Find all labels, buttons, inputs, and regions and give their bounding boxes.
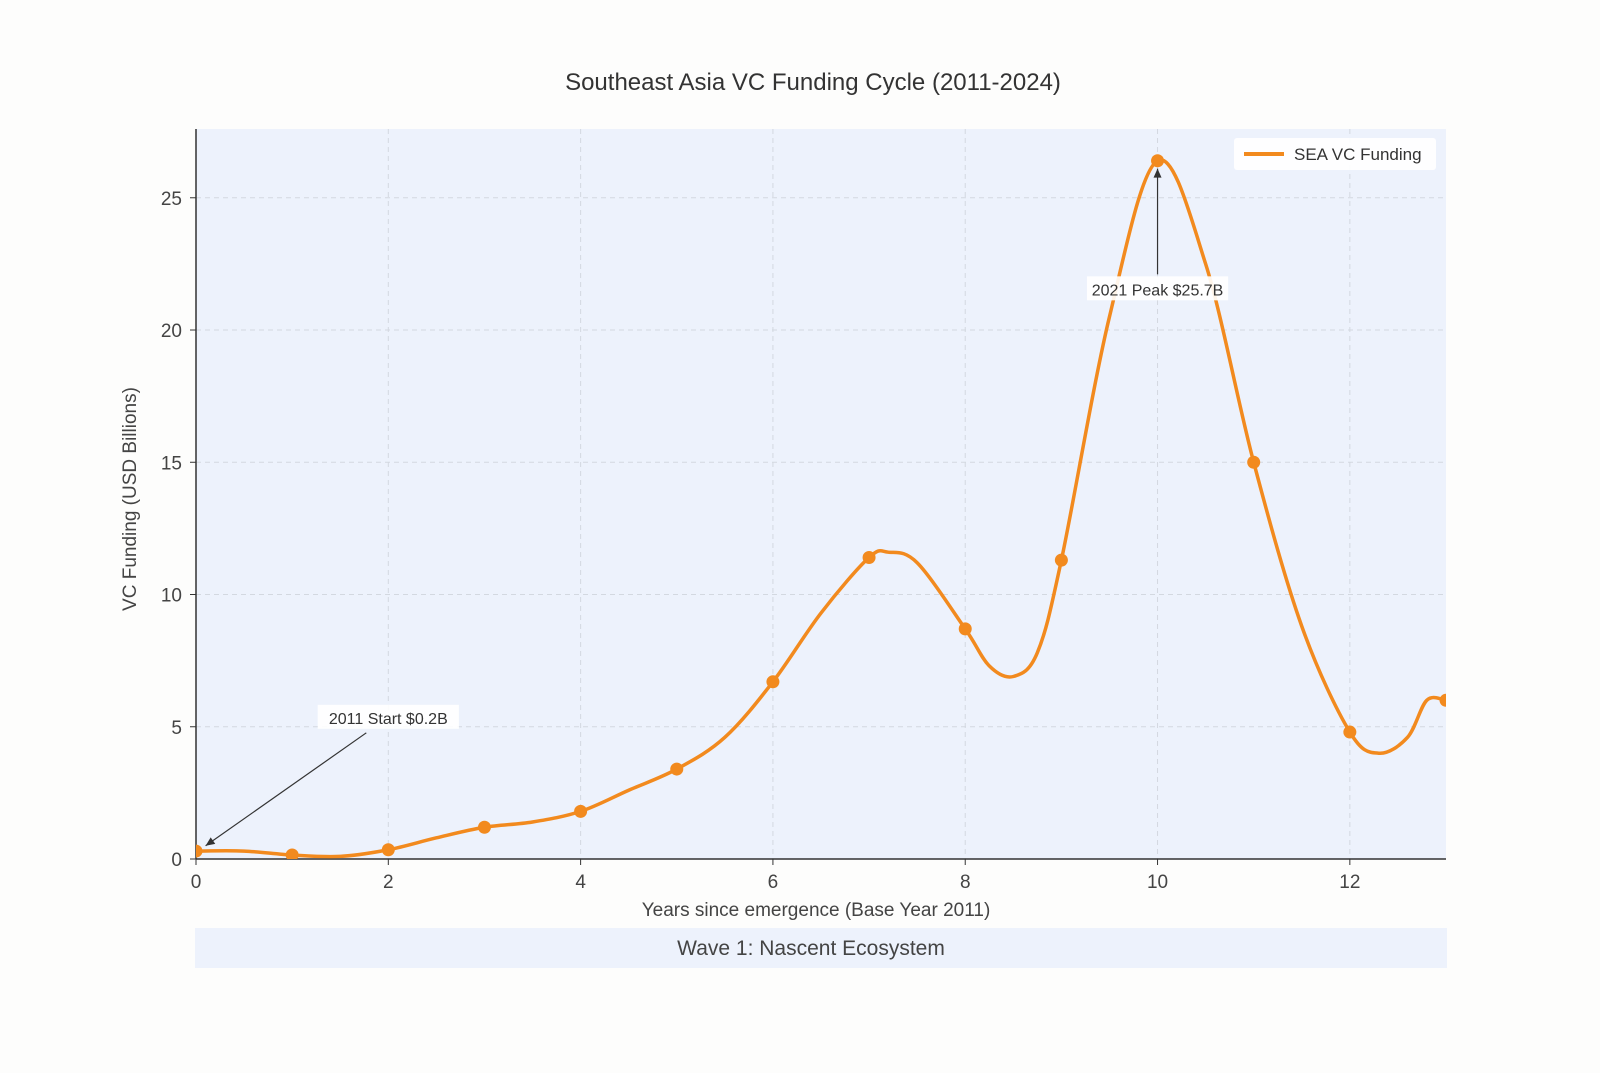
y-tick-label: 0 — [171, 850, 182, 871]
chart-title: Southeast Asia VC Funding Cycle (2011-20… — [565, 69, 1061, 96]
y-tick-label: 10 — [161, 586, 182, 607]
data-point — [1054, 553, 1068, 567]
footer-band — [195, 928, 1447, 968]
data-point — [958, 622, 972, 636]
legend-label: SEA VC Funding — [1294, 145, 1422, 164]
data-point — [196, 844, 203, 858]
annotation-arrowhead — [205, 837, 216, 846]
series-layer — [196, 154, 1446, 859]
annotation-arrow — [205, 732, 367, 847]
annotation: 2011 Start $0.2B — [205, 704, 459, 847]
data-point — [1247, 455, 1261, 469]
legend: SEA VC Funding — [1234, 138, 1436, 170]
data-point — [1343, 725, 1357, 739]
annotation-box — [1086, 276, 1229, 301]
data-point — [285, 848, 299, 859]
axes — [195, 129, 1446, 860]
x-tick-label: 2 — [383, 872, 394, 893]
data-point — [1151, 154, 1165, 168]
legend-box — [1234, 138, 1436, 170]
data-point — [862, 550, 876, 564]
x-tick-label: 12 — [1339, 872, 1360, 893]
annotation-arrowhead — [1153, 168, 1162, 178]
y-tick-label: 25 — [161, 189, 182, 210]
footer-band-label: Wave 1: Nascent Ecosystem — [677, 937, 945, 960]
data-point — [670, 762, 684, 776]
annotation-box — [317, 704, 459, 729]
x-tick-label: 6 — [768, 872, 779, 893]
plot-area — [196, 129, 1446, 859]
y-tick-label: 5 — [171, 718, 182, 739]
y-axis-title: VC Funding (USD Billions) — [120, 387, 141, 611]
annotation-label: 2011 Start $0.2B — [329, 711, 448, 728]
x-tick-label: 10 — [1147, 872, 1168, 893]
annotations: 2011 Start $0.2B 2021 Peak $25.7B — [205, 168, 1229, 847]
y-tick-label: 15 — [161, 453, 182, 474]
x-tick-label: 4 — [575, 872, 586, 893]
x-tick-label: 0 — [191, 872, 202, 893]
tick-labels: 0 2 4 6 8 10 12 0 5 10 15 20 25 — [161, 189, 1361, 893]
data-point — [477, 820, 491, 834]
data-point — [1439, 693, 1446, 707]
data-point — [766, 675, 780, 689]
y-tick-label: 20 — [161, 321, 182, 342]
data-point — [574, 804, 588, 818]
x-tick-label: 8 — [960, 872, 971, 893]
data-point — [381, 843, 395, 857]
x-axis-title: Years since emergence (Base Year 2011) — [642, 900, 991, 921]
annotation: 2021 Peak $25.7B — [1086, 168, 1229, 301]
annotation-label: 2021 Peak $25.7B — [1092, 282, 1224, 299]
